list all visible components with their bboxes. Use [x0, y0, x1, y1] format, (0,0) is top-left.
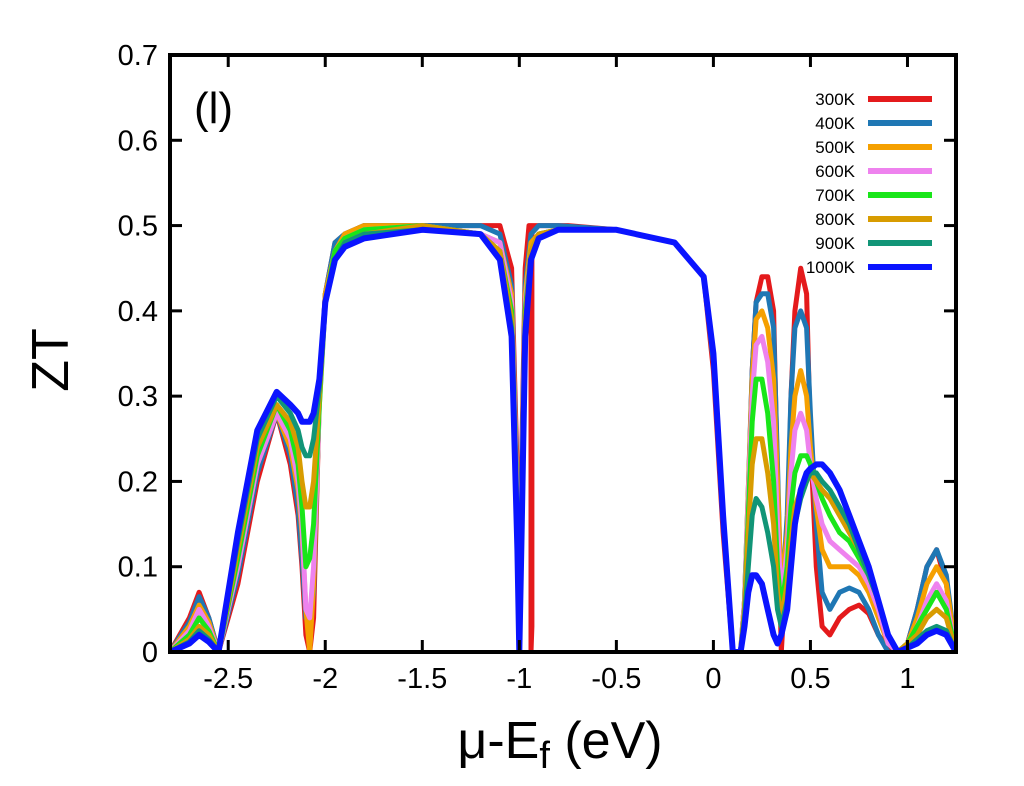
y-tick-label: 0.5 — [118, 211, 158, 243]
x-tick-label: -2.5 — [203, 663, 253, 695]
x-axis-title: μ-Ef (eV) — [457, 712, 662, 777]
panel-label: (l) — [194, 84, 233, 133]
x-tick-label: -1.5 — [397, 663, 447, 695]
x-tick-label: -0.5 — [591, 663, 641, 695]
y-tick-label: 0.1 — [118, 552, 158, 584]
series-line-1000K — [170, 226, 956, 652]
series-line-600K — [170, 223, 956, 652]
x-axis-title-main: μ-E — [457, 712, 539, 770]
y-tick-label: 0.7 — [118, 40, 158, 72]
x-tick-label: 0 — [705, 663, 721, 695]
y-axis-title: ZT — [22, 328, 80, 392]
y-tick-label: 0.4 — [118, 296, 158, 328]
y-tick-label: 0.3 — [118, 381, 158, 413]
y-tick-label: 0 — [142, 637, 158, 669]
x-tick-label: 1 — [899, 663, 915, 695]
legend-label-300K: 300K — [815, 90, 855, 109]
y-tick-label: 0.6 — [118, 125, 158, 157]
legend-label-600K: 600K — [815, 162, 855, 181]
plot-frame — [168, 53, 958, 654]
x-tick-label: -2 — [312, 663, 338, 695]
x-axis-title-unit: (eV) — [550, 712, 663, 770]
x-axis-title-sub: f — [539, 735, 550, 777]
legend-label-500K: 500K — [815, 138, 855, 157]
legend: 300K 400K 500K 600K 700K 800K 900K 1000K — [806, 90, 932, 277]
legend-label-800K: 800K — [815, 210, 855, 229]
legend-label-400K: 400K — [815, 114, 855, 133]
legend-label-900K: 900K — [815, 234, 855, 253]
axes-layer: 0 0.1 0.2 0.3 0.4 0.5 0.6 0.7 -2.5 -2 -1.5 -1 -0.5 0 0… — [118, 40, 958, 695]
x-tick-label: 0.5 — [790, 663, 830, 695]
legend-label-1000K: 1000K — [806, 258, 856, 277]
x-tick-label: -1 — [506, 663, 532, 695]
legend-label-700K: 700K — [815, 186, 855, 205]
y-tick-label: 0.2 — [118, 466, 158, 498]
series-layer — [170, 223, 956, 652]
series-group — [170, 223, 956, 652]
